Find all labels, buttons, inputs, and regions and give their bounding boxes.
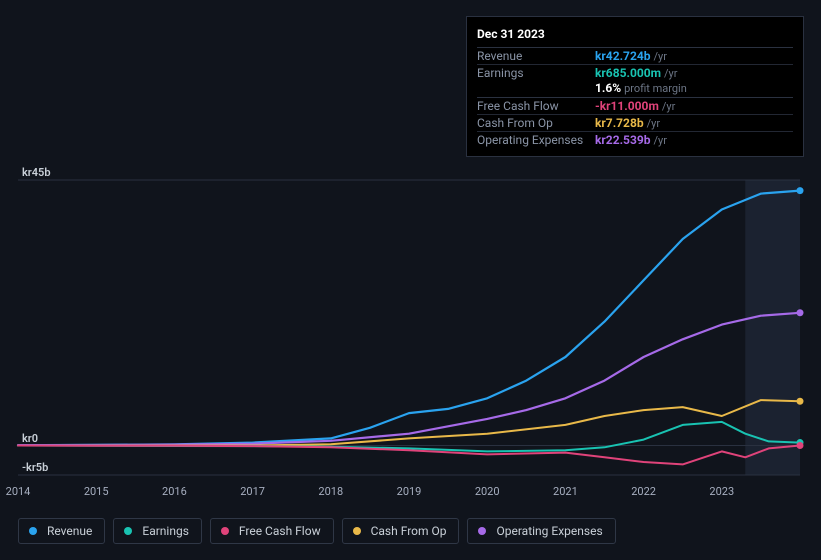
y-axis-label: -kr5b: [22, 461, 48, 474]
legend-label: Operating Expenses: [496, 524, 602, 538]
tooltip-unit: /yr: [662, 100, 675, 113]
tooltip-value: kr7.728b: [595, 116, 644, 130]
x-axis-label: 2019: [397, 485, 422, 498]
tooltip-row-revenue: Revenue kr42.724b /yr: [477, 48, 793, 65]
legend-label: Cash From Op: [371, 524, 447, 538]
tooltip-sub-profit-margin: . 1.6% profit margin: [477, 81, 793, 98]
x-axis-label: 2016: [162, 485, 187, 498]
tooltip-label: Revenue: [477, 49, 595, 63]
y-axis-label: kr0: [22, 432, 38, 445]
y-axis-label: kr45b: [22, 166, 51, 179]
tooltip-row-cfo: Cash From Op kr7.728b /yr: [477, 115, 793, 132]
x-axis-label: 2020: [475, 485, 500, 498]
tooltip-unit: /yr: [647, 117, 660, 130]
chart-svg: [0, 160, 821, 500]
chart-tooltip: Dec 31 2023 Revenue kr42.724b /yr Earnin…: [466, 16, 804, 157]
tooltip-unit: /yr: [664, 67, 677, 80]
legend: Revenue Earnings Free Cash Flow Cash Fro…: [18, 518, 616, 544]
legend-item-cfo[interactable]: Cash From Op: [342, 518, 460, 544]
tooltip-label: Cash From Op: [477, 116, 595, 130]
tooltip-date: Dec 31 2023: [477, 23, 793, 48]
tooltip-unit: /yr: [653, 134, 666, 147]
tooltip-label: Earnings: [477, 66, 595, 80]
tooltip-value: -kr11.000m: [595, 99, 659, 113]
legend-dot-icon: [478, 527, 486, 535]
tooltip-row-earnings: Earnings kr685.000m /yr: [477, 65, 793, 81]
legend-label: Free Cash Flow: [239, 524, 321, 538]
tooltip-label: Operating Expenses: [477, 133, 595, 147]
legend-item-opex[interactable]: Operating Expenses: [467, 518, 615, 544]
tooltip-value: kr685.000m: [595, 66, 661, 80]
x-axis-label: 2017: [240, 485, 265, 498]
tooltip-label: Free Cash Flow: [477, 99, 595, 113]
tooltip-sub-text: profit margin: [624, 82, 687, 95]
x-axis-label: 2023: [709, 485, 734, 498]
x-axis-label: 2022: [631, 485, 656, 498]
legend-item-earnings[interactable]: Earnings: [113, 518, 202, 544]
legend-dot-icon: [29, 527, 37, 535]
legend-label: Revenue: [47, 524, 92, 538]
tooltip-row-fcf: Free Cash Flow -kr11.000m /yr: [477, 98, 793, 115]
tooltip-sub-value: 1.6%: [595, 81, 621, 95]
legend-dot-icon: [353, 527, 361, 535]
x-axis-label: 2014: [6, 485, 31, 498]
line-chart[interactable]: kr45b kr0 -kr5b 2014 2015 2016 2017 2018 2019 20…: [0, 160, 821, 500]
tooltip-value: kr42.724b: [595, 49, 650, 63]
x-axis-label: 2015: [84, 485, 109, 498]
legend-item-fcf[interactable]: Free Cash Flow: [210, 518, 334, 544]
legend-label: Earnings: [142, 524, 189, 538]
legend-dot-icon: [221, 527, 229, 535]
legend-dot-icon: [124, 527, 132, 535]
tooltip-value: kr22.539b: [595, 133, 650, 147]
legend-item-revenue[interactable]: Revenue: [18, 518, 105, 544]
tooltip-unit: /yr: [653, 50, 666, 63]
x-axis-label: 2018: [318, 485, 343, 498]
x-axis-label: 2021: [553, 485, 578, 498]
tooltip-row-opex: Operating Expenses kr22.539b /yr: [477, 132, 793, 148]
